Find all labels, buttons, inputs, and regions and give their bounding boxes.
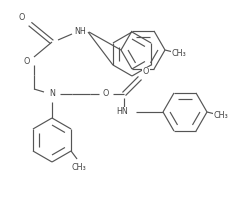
Text: CH₃: CH₃	[214, 110, 228, 120]
Text: O: O	[143, 67, 149, 77]
Text: CH₃: CH₃	[172, 48, 186, 58]
Text: N: N	[49, 89, 55, 99]
Text: NH: NH	[74, 27, 86, 37]
Text: O: O	[19, 14, 25, 22]
Text: HN: HN	[116, 107, 128, 117]
Text: O: O	[24, 57, 30, 65]
Text: O: O	[103, 89, 109, 99]
Text: CH₃: CH₃	[72, 163, 86, 173]
